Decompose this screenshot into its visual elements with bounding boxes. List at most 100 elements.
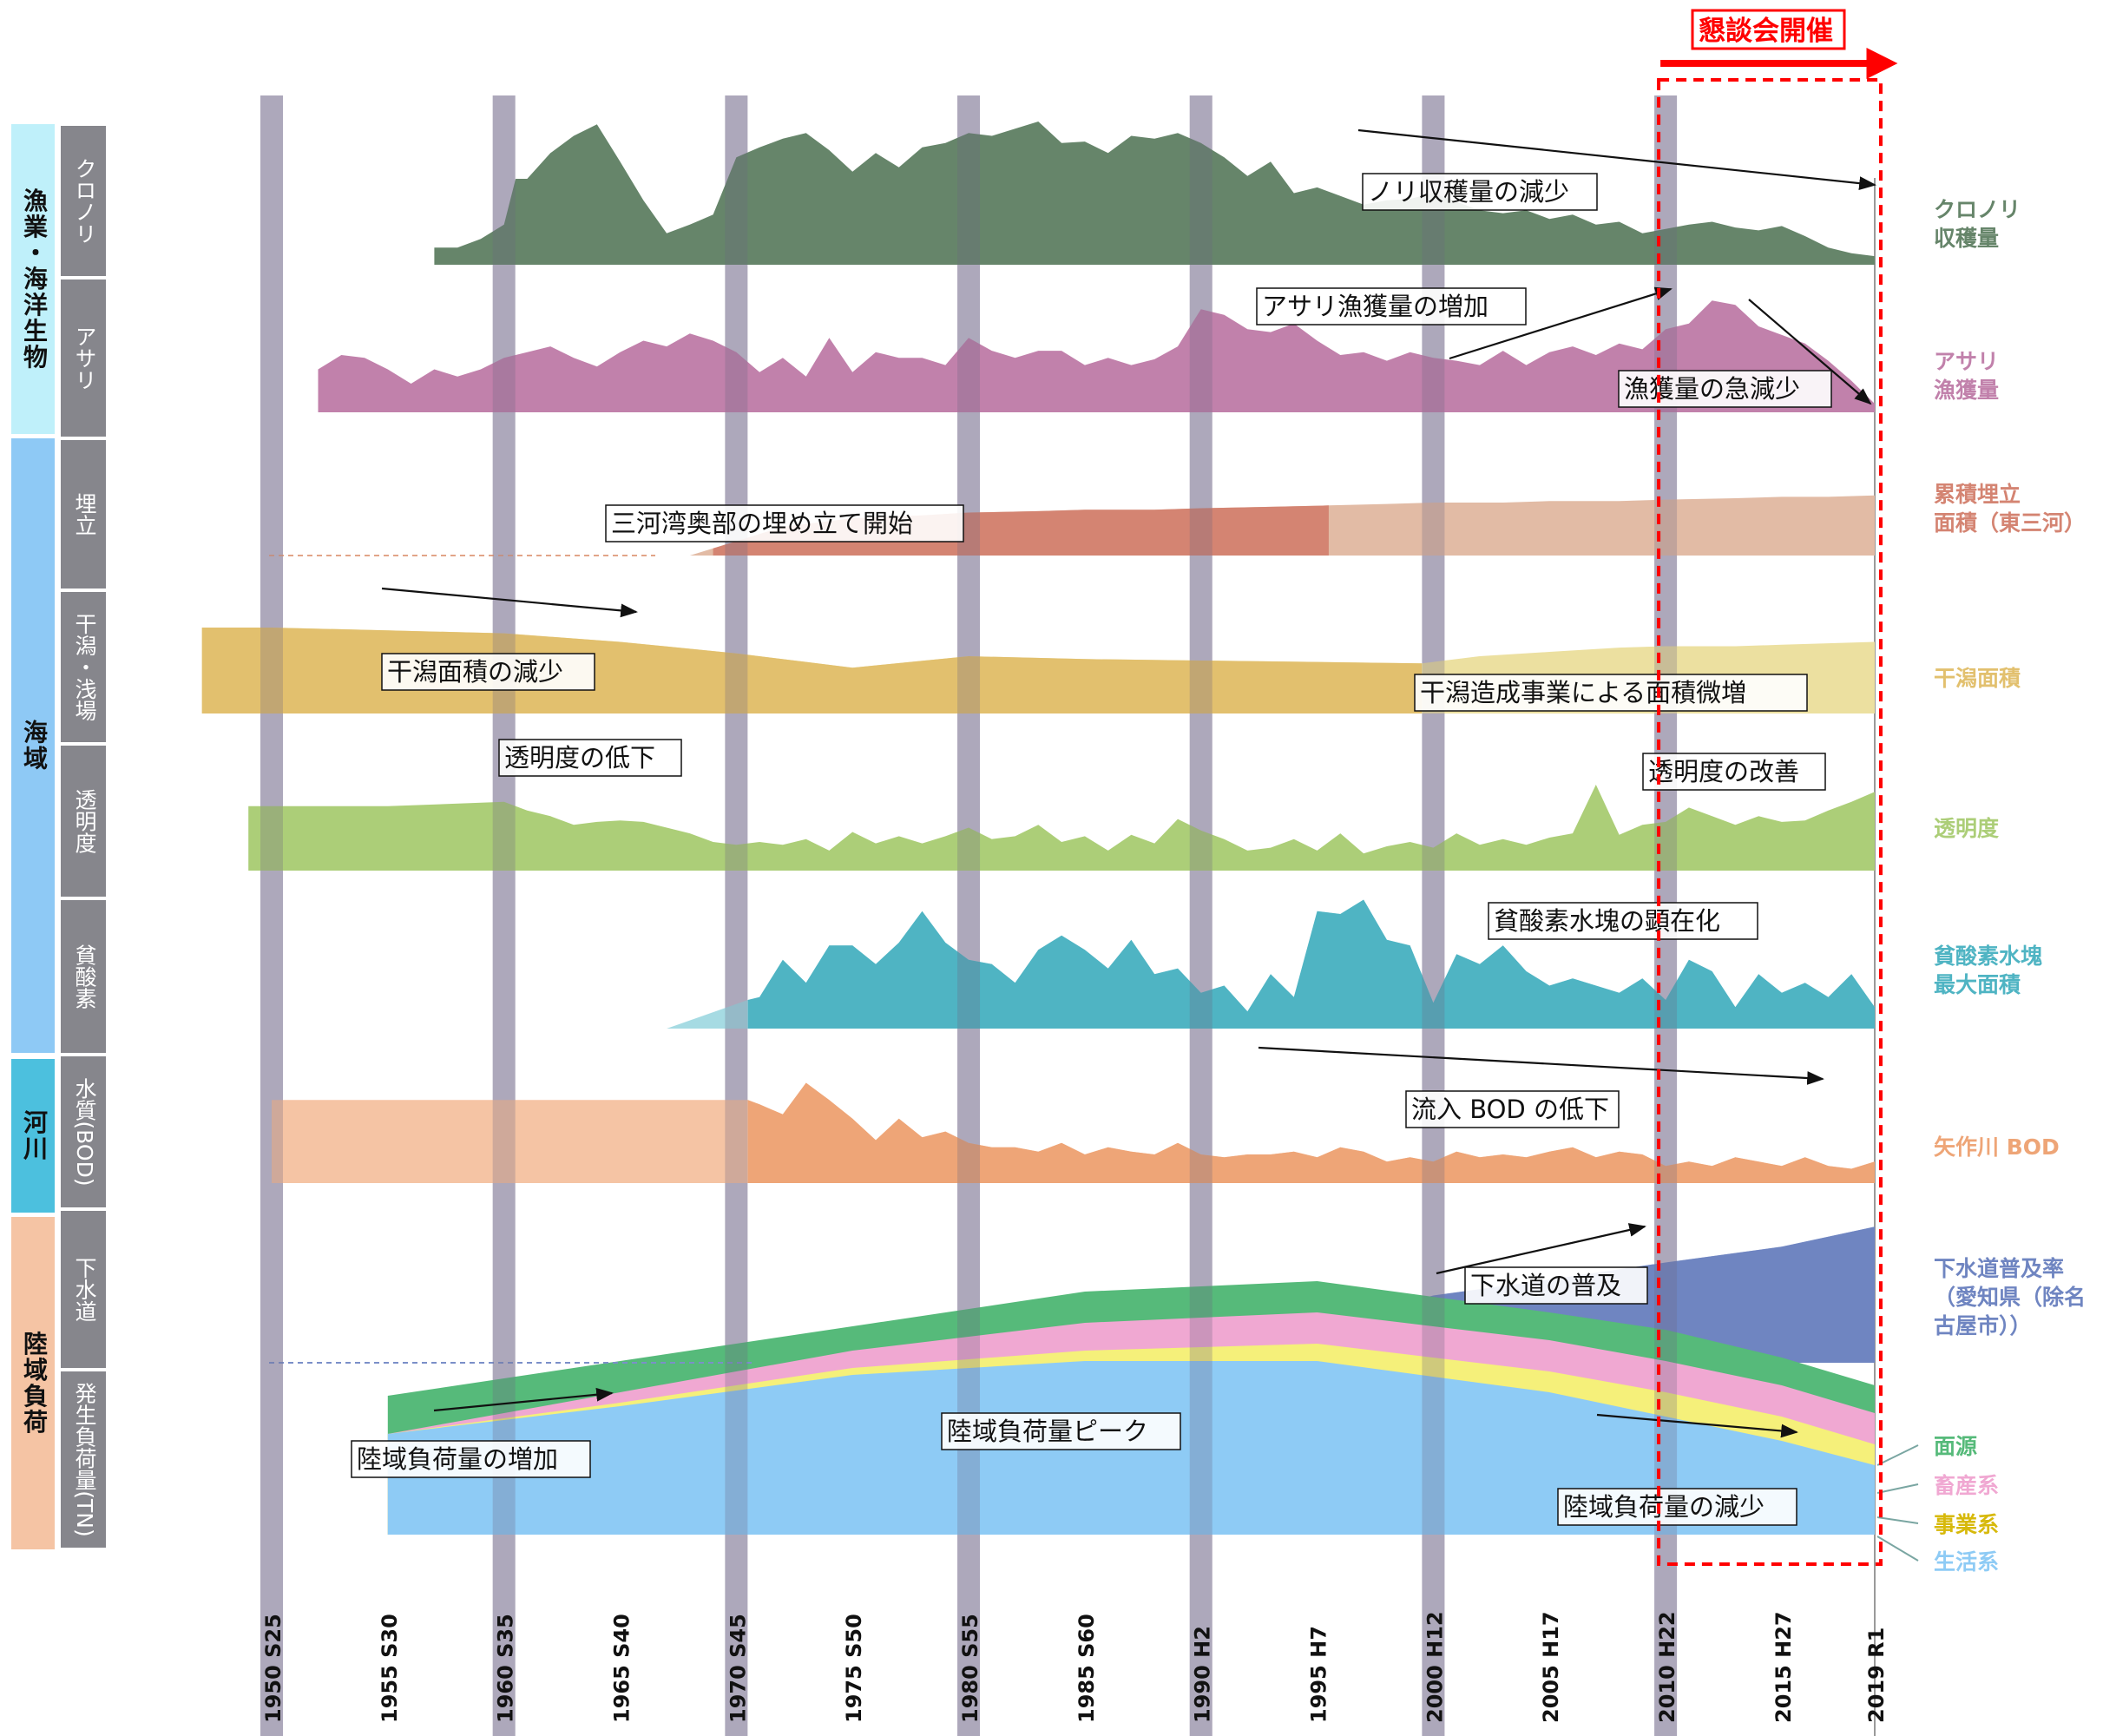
x-tick-label: 1955 S30 — [378, 1614, 402, 1723]
row-label: 下水道 — [72, 1257, 97, 1322]
annotation-frame — [1362, 173, 1598, 211]
annotation-frame — [498, 739, 682, 777]
row-label-box — [61, 279, 106, 437]
series-label-line: 収穫量 — [1934, 226, 1999, 251]
series-label: 累積埋立面積（東三河） — [1934, 482, 2086, 536]
series-label-line: 漁獲量 — [1934, 378, 1999, 403]
x-tick-label: 1990 H2 — [1191, 1626, 1215, 1723]
area-水質(BOD) — [747, 1082, 1876, 1183]
x-tick-label: 1950 S25 — [261, 1614, 286, 1723]
annotation-frame — [1256, 287, 1527, 326]
annotation-frame — [381, 653, 595, 691]
annotation-box: 透明度の低下 — [498, 739, 682, 777]
category-box-陸域負荷 — [11, 1217, 55, 1549]
legend-leader-line — [1876, 1535, 1919, 1562]
annotation-box: 流入 BOD の低下 — [1405, 1090, 1620, 1128]
annotation-frame — [1414, 674, 1808, 712]
row-label-box — [61, 126, 106, 276]
annotation-text: ノリ収穫量の減少 — [1368, 177, 1569, 207]
x-tick-label: 1960 S35 — [494, 1614, 518, 1723]
trend-arrow — [1258, 1046, 1824, 1085]
decade-band-overlay — [1189, 95, 1213, 1736]
trend-arrow — [381, 587, 638, 618]
decade-band-overlay — [260, 95, 283, 1736]
series-label-line: 最大面積 — [1934, 972, 2021, 997]
annotation-box: ノリ収穫量の減少 — [1362, 173, 1598, 211]
annotation-box: 干潟面積の減少 — [381, 653, 595, 691]
legend-item: 事業系 — [1934, 1512, 1999, 1537]
decade-band-overlay — [725, 95, 748, 1736]
x-tick-label: 2010 H22 — [1655, 1611, 1679, 1723]
trend-arrow — [1449, 286, 1673, 360]
x-tick-label: 1975 S50 — [842, 1614, 866, 1723]
row-label: 発生負荷量(TN) — [72, 1382, 97, 1536]
series-label-line: 古屋市）） — [1934, 1313, 2032, 1338]
x-tick-label: 2005 H17 — [1539, 1611, 1563, 1723]
annotation-text: 陸域負荷量の増加 — [357, 1444, 558, 1474]
row-label: 水質(BOD) — [72, 1077, 97, 1186]
series-label: 貧酸素水塊最大面積 — [1934, 944, 2042, 997]
area-貧酸素 — [747, 899, 1876, 1029]
annotation-text: 陸域負荷量の減少 — [1563, 1492, 1765, 1522]
category-box-海域 — [11, 438, 55, 1053]
series-label-line: 透明度 — [1934, 816, 1999, 841]
series-areas — [201, 122, 1876, 1535]
annotation-box: 陸域負荷量ピーク — [941, 1412, 1181, 1450]
annotation-text: 陸域負荷量ピーク — [947, 1417, 1148, 1446]
highlight-label-box — [1691, 9, 1846, 50]
series-label-line: （愛知県（除名 — [1934, 1285, 2086, 1310]
annotation-text: 干潟造成事業による面積微増 — [1420, 678, 1746, 707]
category-label: 陸域負荷 — [20, 1331, 49, 1435]
series-label: 干潟面積 — [1934, 666, 2021, 691]
annotation-box: 下水道の普及 — [1464, 1266, 1648, 1305]
trend-arrow — [433, 1387, 614, 1412]
category-box-漁業・海洋生物 — [11, 124, 55, 434]
legend-item: 畜産系 — [1934, 1473, 1999, 1498]
annotation-text: 貧酸素水塊の顕在化 — [1494, 906, 1720, 936]
series-label: クロノリ収穫量 — [1934, 197, 2021, 251]
annotation-text: 透明度の低下 — [504, 743, 655, 773]
annotation-frame — [1618, 370, 1832, 408]
annotation-frame — [1405, 1090, 1620, 1128]
row-label: クロノリ — [72, 158, 97, 245]
highlight-period: 懇談会開催 — [1657, 9, 1898, 1566]
row-label: 埋立 — [72, 493, 97, 536]
annotation-box: 透明度の改善 — [1642, 753, 1826, 791]
decade-band-overlay — [492, 95, 516, 1736]
series-label-line: クロノリ — [1934, 197, 2021, 222]
annotation-text: 干潟面積の減少 — [387, 657, 563, 687]
series-label-line: 干潟面積 — [1934, 666, 2021, 691]
trend-arrow — [1748, 299, 1872, 405]
decade-band-overlay — [957, 95, 981, 1736]
decade-band-overlay — [1422, 95, 1445, 1736]
annotation-text: 透明度の改善 — [1648, 757, 1799, 786]
x-tick-label: 1980 S55 — [958, 1614, 982, 1723]
series-label: 矢作川 BOD — [1934, 1134, 2060, 1160]
series-label-line: 下水道普及率 — [1934, 1256, 2064, 1281]
row-label: 干潟・浅場 — [72, 613, 97, 721]
series-label-line: 貧酸素水塊 — [1934, 944, 2042, 969]
annotation-box: 陸域負荷量の増加 — [351, 1440, 591, 1478]
row-label: アサリ — [72, 326, 97, 391]
category-box-河川 — [11, 1059, 55, 1213]
decade-bands-overlay — [260, 95, 1678, 1736]
annotation-text: 三河湾奥部の埋め立て開始 — [611, 509, 913, 538]
x-tick-label: 1985 S60 — [1075, 1614, 1099, 1723]
legend-leader-line — [1876, 1516, 1919, 1524]
annotation-frame — [941, 1412, 1181, 1450]
x-tick-label: 1970 S45 — [726, 1614, 750, 1723]
annotation-box: 貧酸素水塊の顕在化 — [1488, 902, 1758, 940]
trend-arrow — [1357, 128, 1876, 190]
row-label-box — [61, 746, 106, 897]
annotation-text: 流入 BOD の低下 — [1411, 1095, 1609, 1124]
legend-item: 生活系 — [1934, 1549, 1999, 1575]
series-label-line: 面積（東三河） — [1934, 510, 2086, 536]
category-label: 海域 — [20, 720, 49, 772]
annotation-frame — [1464, 1266, 1648, 1305]
x-tick-label: 1965 S40 — [610, 1614, 634, 1723]
legend-leader-line — [1876, 1444, 1919, 1466]
series-label: 透明度 — [1934, 816, 1999, 841]
